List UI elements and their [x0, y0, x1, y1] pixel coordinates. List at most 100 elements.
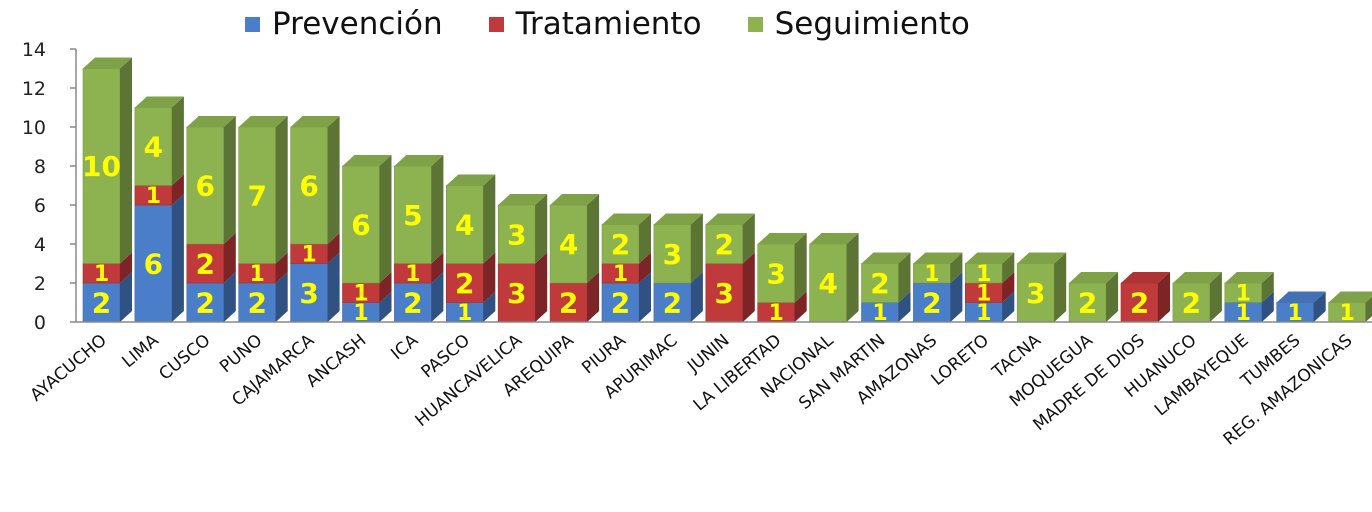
- bar-segment: 6: [290, 116, 340, 245]
- bar-side-face: [223, 272, 236, 322]
- bar-stack: 13: [757, 233, 807, 326]
- bar-front-face: [445, 185, 484, 264]
- bar-value-label: 2: [1182, 287, 1201, 320]
- bar-side-face: [431, 155, 444, 264]
- bar-side-face: [171, 174, 184, 205]
- bar-side-face: [950, 272, 963, 322]
- bar-segment: 2: [601, 272, 651, 323]
- bar-front-face: [601, 282, 640, 323]
- bar-front-face: [913, 282, 951, 323]
- x-category-label: CUSCO: [155, 331, 214, 385]
- bar-stack: 33: [497, 194, 548, 323]
- bar-side-face: [535, 252, 548, 322]
- bar-top-face: [602, 213, 651, 225]
- bar-segment: 2: [445, 252, 496, 303]
- bar-value-label: 3: [663, 238, 682, 271]
- bar-stack: 12 4: [445, 174, 496, 326]
- bar-value-label: 2: [559, 287, 578, 320]
- bar-value-label: 7: [247, 179, 266, 212]
- bar-side-face: [327, 233, 340, 264]
- bar-stack: 3: [1016, 252, 1067, 323]
- bar-value-label: 3: [507, 218, 526, 251]
- bar-top-face: [83, 57, 132, 69]
- bar-segment: 7: [238, 116, 288, 264]
- bar-stack: 2: [1068, 272, 1119, 323]
- bar-side-face: [898, 291, 911, 322]
- legend-item-seguimiento[interactable]: Seguimiento: [747, 6, 970, 42]
- bar-segment: 1: [445, 291, 496, 326]
- legend-label-seguimiento: Seguimiento: [774, 6, 970, 42]
- bar-segment: 1: [964, 252, 1015, 287]
- y-axis: 0 2 4 6 8 10 12 14: [22, 39, 77, 334]
- bar-segment: 2: [861, 252, 911, 303]
- bar-value-label: 1: [976, 301, 991, 326]
- bar-value-label: 3: [715, 277, 734, 310]
- bar-segment: 3: [653, 213, 703, 284]
- bar-front-face: [394, 282, 432, 323]
- legend-item-tratamiento[interactable]: Tratamiento: [488, 6, 702, 42]
- chart-legend: Prevención Tratamiento Seguimiento: [245, 6, 970, 42]
- bar-side-face: [120, 272, 132, 322]
- bar-side-face: [483, 174, 496, 264]
- bar-side-face: [1209, 272, 1222, 322]
- bar-segment: 1: [134, 174, 184, 209]
- bar-value-label: 2: [403, 287, 422, 320]
- bar-side-face: [1002, 252, 1015, 283]
- bar-front-face: [757, 243, 796, 303]
- bar-stack: 2: [1172, 272, 1222, 323]
- bar-stack: 4: [809, 233, 859, 323]
- bar-segment: 2: [394, 272, 444, 323]
- bar-side-face: [1313, 291, 1326, 322]
- bar-stack: 111: [964, 252, 1015, 326]
- bar-stack: 24: [549, 194, 600, 323]
- bar-segment: 6: [342, 155, 392, 284]
- legend-item-prevencion[interactable]: Prevención: [245, 6, 443, 42]
- bar-segment: 6: [186, 116, 236, 245]
- bar-front-face: [1172, 282, 1211, 323]
- bar-top-face: [1276, 291, 1326, 303]
- bar-value-label: 1: [924, 262, 939, 287]
- y-tick-label: 2: [34, 273, 46, 295]
- bar-front-face: [1068, 282, 1107, 323]
- bar-value-label: 4: [559, 228, 578, 261]
- bar-top-face: [1224, 272, 1274, 283]
- bar-side-face: [794, 291, 807, 322]
- bar-side-face: [431, 252, 444, 283]
- bar-segment: 1: [913, 252, 963, 287]
- legend-label-prevencion: Prevención: [272, 6, 443, 42]
- bar-value-label: 3: [766, 257, 785, 290]
- bar-side-face: [1261, 291, 1274, 322]
- bar-value-label: 3: [1026, 277, 1045, 310]
- bar-value-label: 3: [299, 277, 318, 310]
- bar-side-face: [483, 291, 496, 322]
- y-tick-label: 14: [22, 39, 46, 61]
- bar-top-face: [1328, 291, 1372, 303]
- bar-side-face: [483, 252, 496, 303]
- bar-side-face: [846, 233, 859, 322]
- bar-stack: 11 6: [342, 155, 392, 326]
- bar-top-face: [290, 116, 340, 127]
- bar-side-face: [535, 194, 548, 264]
- bar-top-face: [965, 252, 1015, 264]
- bar-side-face: [379, 272, 392, 303]
- bar-top-face: [1121, 272, 1170, 283]
- bar-side-face: [1365, 296, 1372, 322]
- bar-segment: 2: [549, 272, 600, 323]
- y-tick-label: 0: [34, 312, 46, 334]
- bar-side-face: [1002, 272, 1015, 303]
- bar-value-label: 2: [1130, 287, 1149, 320]
- bar-side-face: [275, 252, 288, 283]
- bar-segment: 10: [82, 57, 132, 264]
- bar-stack: 21: [913, 252, 963, 323]
- bar-segment: 1: [394, 252, 444, 287]
- bar-segment: 1: [964, 291, 1015, 326]
- bar-side-face: [639, 272, 651, 322]
- bar-segment: 1: [1224, 291, 1274, 326]
- x-category-label: ICA: [387, 330, 422, 364]
- bar-segment: 1: [290, 233, 340, 268]
- bar-side-face: [275, 116, 288, 264]
- bar-side-face: [327, 116, 340, 244]
- bar-value-label: 6: [144, 248, 163, 281]
- bar-value-label: 4: [144, 131, 163, 164]
